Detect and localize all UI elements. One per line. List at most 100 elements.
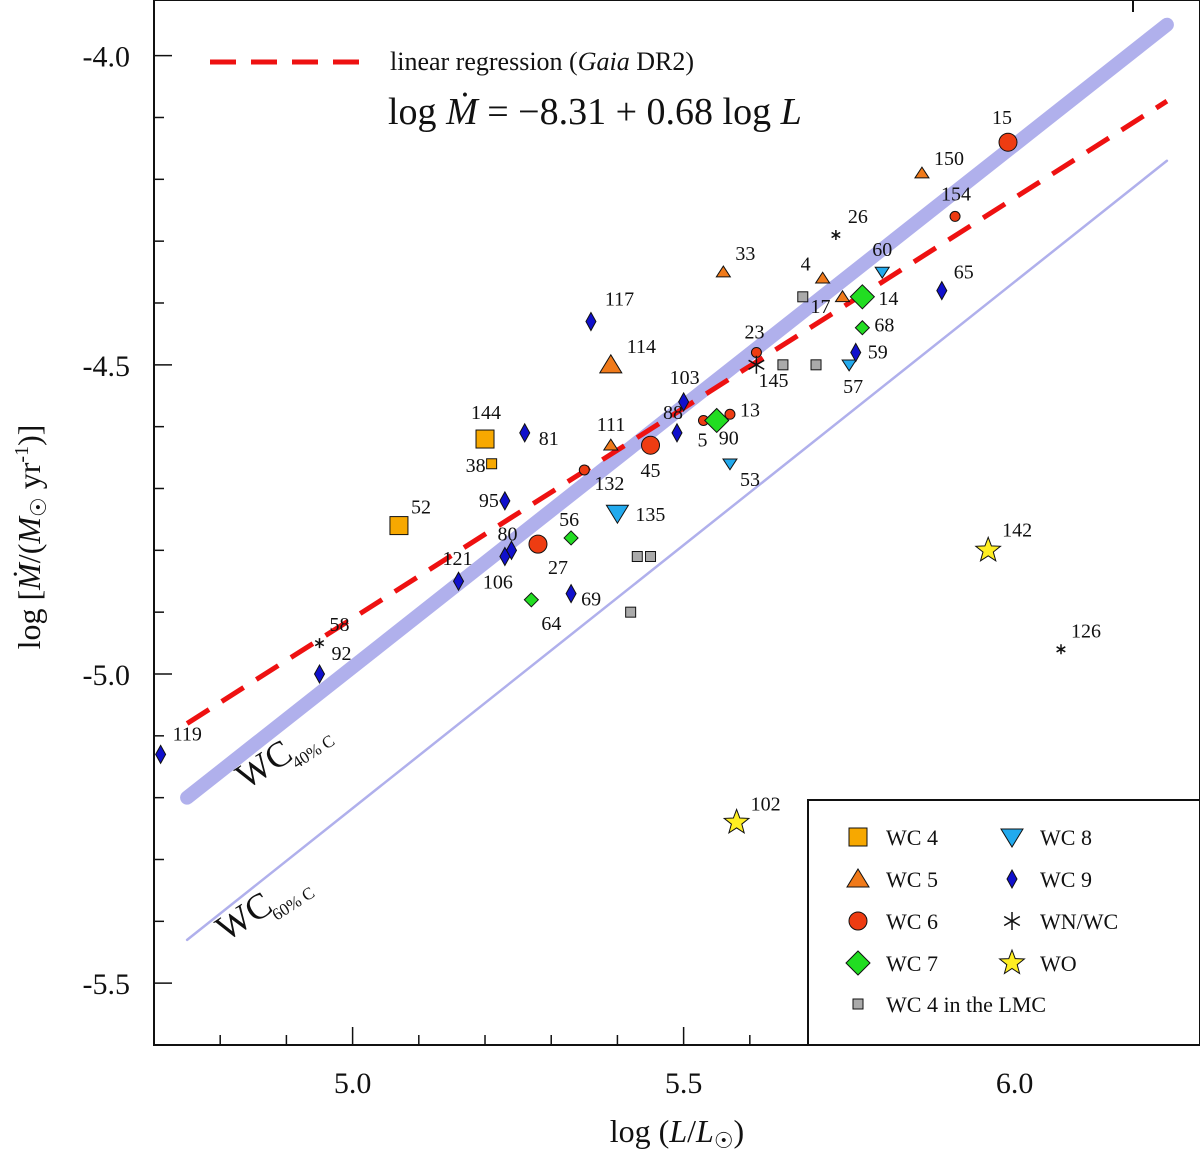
- point-label: 95: [479, 490, 499, 512]
- legend-marker-wc6: [848, 911, 868, 931]
- point-lmc: [777, 359, 789, 371]
- point-label: 65: [954, 262, 974, 284]
- point-wc5-17: [834, 289, 851, 303]
- legend-marker-wc8: [1000, 828, 1024, 848]
- legend-label: WC 9: [1040, 867, 1092, 892]
- point-label: 103: [670, 367, 700, 389]
- point-wc7-56: [563, 530, 579, 546]
- point-wc6-45: [641, 435, 661, 455]
- point-wnwc-145: [748, 355, 765, 374]
- point-label: 56: [559, 509, 579, 531]
- point-label: 126: [1071, 620, 1101, 642]
- point-wnwc-126: [1056, 644, 1066, 655]
- point-wc9-106: [499, 546, 511, 567]
- point-wc8-60: [874, 266, 891, 279]
- point-wc5-111: [602, 438, 619, 451]
- xlabel-close: ): [734, 1113, 745, 1149]
- legend: WC 4 WC 8 WC 5 WC 9 WC 6 WN/WC WC 7 WO WC 4 in t…: [807, 799, 1200, 1046]
- point-label: 117: [605, 289, 634, 311]
- point-label: 59: [868, 341, 888, 363]
- equation-mdot: Ṁ: [445, 91, 480, 133]
- legend-marker-lmc: [852, 998, 864, 1010]
- legend-marker-wc4: [848, 827, 868, 847]
- point-wc5-114: [598, 353, 623, 374]
- point-wc5-4: [814, 271, 831, 284]
- point-wc6-15: [998, 132, 1018, 152]
- point-label: 144: [471, 402, 501, 424]
- legend-frame: [807, 799, 1200, 1046]
- point-label: 4: [801, 253, 811, 275]
- point-label: 26: [848, 206, 868, 228]
- regression-legend-italic: Gaia: [578, 47, 630, 76]
- point-wc9-69: [565, 583, 577, 604]
- point-label: 52: [411, 497, 431, 519]
- point-label: 145: [758, 370, 788, 392]
- ylabel-exp: -1: [11, 446, 33, 463]
- legend-label: WC 4 in the LMC: [886, 992, 1046, 1017]
- xlabel-slash: /: [687, 1113, 696, 1149]
- point-lmc: [797, 291, 809, 303]
- point-lmc: [631, 551, 643, 563]
- point-wc4-52: [389, 516, 409, 536]
- point-label: 27: [548, 557, 568, 579]
- y-tick-label: -4.0: [83, 41, 131, 74]
- regression-line: [185, 99, 1169, 726]
- point-wo-142: [974, 535, 1002, 562]
- legend-marker-wo: [998, 948, 1026, 975]
- point-label: 58: [330, 614, 350, 636]
- legend-marker-wnwc: [1003, 912, 1021, 930]
- point-wo-102: [722, 807, 751, 835]
- point-wc9-92: [313, 663, 326, 685]
- point-wc9-95: [499, 490, 511, 511]
- point-wc9-81: [519, 422, 531, 443]
- y-tick-label: -4.5: [83, 350, 131, 383]
- point-label: 14: [878, 288, 898, 310]
- x-tick-label: 5.0: [334, 1067, 372, 1100]
- point-wc9-65: [936, 280, 948, 301]
- xlabel-var2: L: [695, 1113, 714, 1149]
- point-label: 23: [744, 321, 764, 343]
- regression-legend-end: DR2): [630, 47, 694, 76]
- legend-label: WC 6: [886, 909, 938, 934]
- point-lmc: [625, 606, 637, 618]
- point-label: 135: [635, 504, 665, 526]
- point-label: 88: [663, 402, 683, 424]
- point-wc7-14: [849, 284, 876, 310]
- point-label: 57: [843, 376, 863, 398]
- point-label: 45: [641, 460, 661, 482]
- point-label: 102: [751, 793, 781, 815]
- point-label: 5: [697, 429, 707, 451]
- point-label: 15: [992, 107, 1012, 129]
- ylabel-unit: yr: [11, 462, 47, 497]
- legend-marker-wc5: [846, 868, 870, 888]
- ylabel-var2: M: [11, 515, 47, 545]
- point-wc7-64: [523, 592, 540, 608]
- point-label: 64: [541, 613, 561, 635]
- point-label: 38: [466, 455, 486, 477]
- point-wnwc-26: [831, 230, 841, 240]
- ylabel-main: log [: [11, 590, 47, 650]
- regression-legend-lead: linear regression (: [390, 47, 578, 76]
- point-wc9-59: [850, 342, 862, 363]
- point-label: 114: [627, 336, 656, 358]
- point-wnwc-58: [314, 638, 325, 649]
- point-label: 53: [740, 469, 760, 491]
- point-wc8-57: [841, 359, 858, 372]
- tick-labels: 5.0 5.5 6.0 -4.0 -4.5 -5.0 -5.5: [83, 41, 1034, 1100]
- legend-label: WC 8: [1040, 825, 1092, 850]
- point-label: 92: [332, 643, 352, 665]
- point-wc5-33: [715, 265, 732, 278]
- xlabel-sun: ☉: [714, 1128, 734, 1153]
- point-label: 132: [594, 473, 624, 495]
- regression-legend-text: linear regression (Gaia DR2): [390, 47, 694, 76]
- point-wc6-13: [724, 408, 736, 420]
- point-lmc: [810, 359, 822, 371]
- equation-rhs: = −8.31 + 0.68 log: [478, 91, 781, 133]
- point-wc5-150: [914, 166, 930, 179]
- y-tick-label: -5.0: [83, 659, 131, 692]
- ylabel-mid: /(: [11, 544, 47, 564]
- ylabel-var: Ṁ: [11, 561, 47, 591]
- point-wc9-121: [452, 571, 465, 592]
- y-axis-label: log [Ṁ/(M☉ yr-1)]: [11, 425, 51, 650]
